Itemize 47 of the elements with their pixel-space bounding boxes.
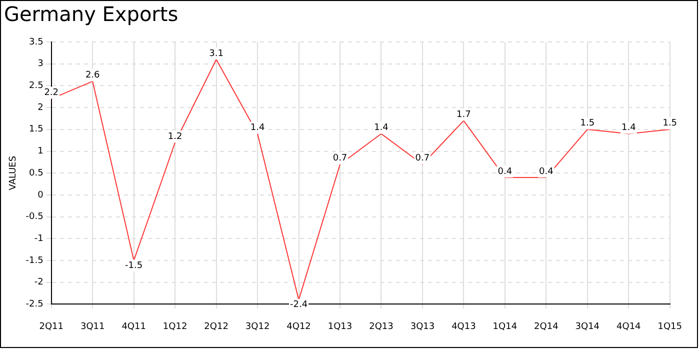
y-tick-label: 0.5	[29, 168, 44, 178]
y-tick-label: 1	[38, 146, 44, 157]
y-tick-label: -1	[34, 234, 44, 244]
x-tick-label: 3Q11	[80, 322, 105, 332]
data-label: -2.4	[290, 300, 308, 310]
x-tick-label: 3Q14	[575, 322, 600, 332]
y-axis-title: VALUES	[8, 156, 19, 190]
y-tick-label: 0	[38, 190, 44, 200]
y-tick-label: -2	[34, 278, 44, 288]
chart-title: Germany Exports	[4, 2, 178, 26]
data-label: 1.4	[621, 123, 636, 134]
x-tick-label: 4Q14	[616, 322, 642, 332]
data-label: 1.5	[662, 118, 678, 129]
data-label: 0.7	[415, 154, 430, 164]
data-label: 0.7	[332, 154, 348, 164]
x-tick-label: 2Q14	[534, 322, 559, 332]
x-tick-label: 2Q11	[39, 322, 64, 332]
x-tick-label: 1Q12	[162, 322, 188, 332]
y-tick-label: -0.5	[26, 212, 44, 222]
data-label: 0.4	[498, 166, 512, 177]
x-tick-label: 3Q13	[410, 322, 435, 332]
data-label: 1.5	[580, 118, 595, 129]
x-tick-label: 4Q13	[452, 322, 476, 332]
x-tick-label: 1Q13	[328, 322, 352, 332]
x-tick-label: 4Q11	[122, 322, 146, 332]
data-label: 1.7	[456, 110, 471, 120]
x-tick-label: 1Q15	[658, 322, 682, 332]
y-tick-label: 3	[38, 59, 44, 70]
x-tick-label: 3Q12	[245, 322, 270, 332]
data-label: -1.5	[125, 260, 143, 271]
data-label: 0.4	[539, 166, 554, 177]
data-label: 1.4	[374, 123, 389, 134]
y-tick-label: 1.5	[29, 124, 44, 135]
y-tick-label: -2.5	[26, 300, 44, 310]
data-label: 1.4	[250, 123, 265, 134]
y-tick-label: 2	[38, 102, 44, 113]
data-label: 1.2	[168, 132, 182, 142]
y-tick-label: -1.5	[26, 256, 44, 266]
data-label: 2.2	[44, 88, 59, 98]
x-tick-label: 2Q12	[204, 322, 228, 332]
x-tick-label: 1Q14	[492, 322, 518, 332]
x-tick-label: 2Q13	[369, 322, 394, 332]
y-tick-label: 2.5	[29, 81, 44, 92]
data-label: 3.1	[209, 48, 224, 59]
y-tick-label: 3.5	[29, 37, 44, 48]
data-label: 2.6	[85, 70, 100, 81]
x-tick-label: 4Q12	[286, 322, 311, 332]
